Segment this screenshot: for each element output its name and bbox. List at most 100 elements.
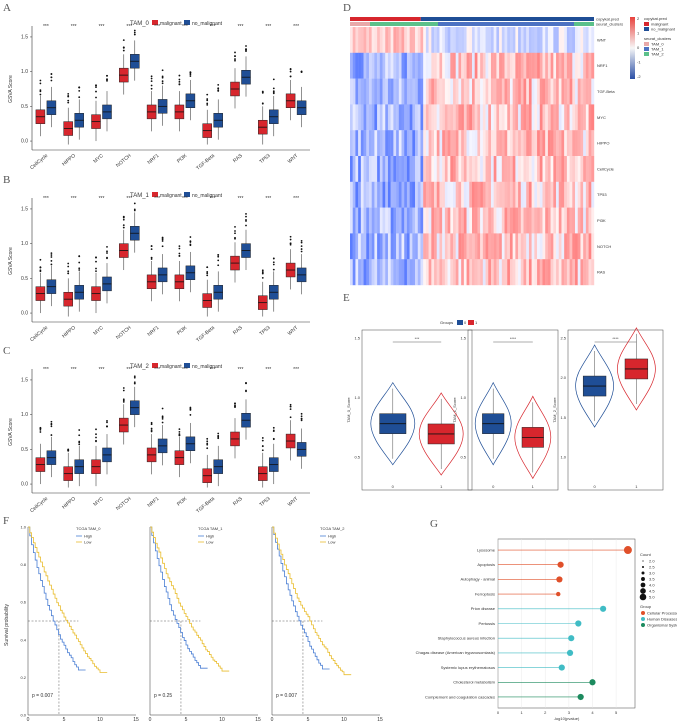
- x-tick-label: 0: [149, 717, 152, 723]
- heatmap-cell: [461, 52, 465, 79]
- x-tick-label: HIPPO: [61, 325, 77, 340]
- heatmap-cell: [512, 27, 516, 53]
- signif-label: ****: [612, 336, 619, 341]
- heatmap-cell: [575, 181, 578, 208]
- heatmap-cell: [417, 52, 421, 79]
- heatmap-cell: [366, 181, 370, 208]
- heatmap-cell: [404, 156, 408, 182]
- outlier-point: [272, 257, 275, 260]
- heatmap-cell: [564, 130, 568, 157]
- outlier-point: [189, 407, 192, 410]
- heatmap-cell: [447, 78, 451, 105]
- outlier-point: [206, 99, 209, 102]
- heatmap-cell: [583, 130, 587, 157]
- heatmap-cell: [447, 259, 451, 286]
- heatmap-cell: [558, 130, 562, 157]
- heatmap-cell: [545, 78, 549, 105]
- heatmap-cell: [385, 181, 389, 208]
- heatmap-cell: [523, 104, 527, 131]
- outlier-point: [206, 103, 209, 106]
- heatmap-cell: [485, 233, 489, 260]
- outlier-point: [289, 235, 292, 238]
- heatmap-cell: [444, 104, 448, 131]
- heatmap-cell: [466, 207, 470, 234]
- outlier-point: [122, 387, 125, 389]
- heatmap-cell: [485, 156, 489, 182]
- heatmap-cell: [580, 233, 584, 260]
- p-value: p = 0.007: [276, 693, 297, 699]
- heatmap-cell: [528, 27, 532, 53]
- heatmap-cell: [534, 130, 538, 157]
- y-tick-label: 1.5: [21, 206, 28, 212]
- heatmap-cell: [488, 130, 492, 157]
- heatmap-cell: [488, 181, 492, 208]
- heatmap-cell: [436, 233, 440, 260]
- heatmap-cell: [368, 27, 372, 53]
- outlier-point: [206, 274, 209, 277]
- heatmap-cell: [436, 78, 440, 105]
- heatmap-cell: [490, 181, 494, 208]
- outlier-point: [161, 416, 164, 419]
- heatmap-cell: [545, 130, 549, 157]
- heatmap-cell: [499, 27, 503, 53]
- heatmap-cell: [417, 78, 421, 105]
- outlier-point: [245, 213, 247, 215]
- heatmap-cell: [423, 259, 427, 286]
- heatmap-cell: [458, 52, 462, 79]
- outlier-point: [150, 248, 153, 251]
- heatmap-cell: [412, 259, 416, 286]
- y-axis-label: GSVA Score: [8, 75, 14, 103]
- heatmap-cell: [545, 181, 549, 208]
- heatmap-row-label: RAS: [597, 270, 606, 275]
- heatmap-cell: [363, 78, 367, 105]
- heatmap-cell: [556, 104, 559, 131]
- heatmap-cell: [499, 130, 503, 157]
- heatmap-cell: [409, 27, 413, 53]
- heatmap-cell: [358, 259, 362, 286]
- x-tick-label: 5: [307, 717, 310, 723]
- outlier-point: [206, 442, 209, 445]
- outlier-point: [67, 270, 70, 273]
- heatmap-cell: [591, 156, 595, 182]
- outlier-point: [245, 224, 247, 227]
- legend-swatch-malignant: [152, 192, 158, 197]
- count-legend-label: 4.5: [649, 588, 655, 593]
- heatmap-cell: [512, 104, 516, 131]
- heatmap-cell: [377, 52, 381, 79]
- heatmap-cell: [515, 233, 519, 260]
- outlier-point: [217, 437, 220, 440]
- heatmap-cell: [455, 27, 459, 53]
- x-tick-label: WNT: [287, 325, 300, 337]
- heatmap-cell: [355, 259, 359, 286]
- signif-label: ***: [238, 196, 244, 202]
- heatmap-cell: [583, 259, 587, 286]
- x-tick-label: MYC: [92, 325, 105, 337]
- heatmap-cell: [518, 78, 521, 105]
- heatmap-cell: [501, 233, 505, 260]
- legend-swatch-1: [468, 320, 474, 325]
- heatmap-cell: [520, 156, 524, 182]
- heatmap-cell: [463, 27, 467, 53]
- heatmap-cell: [583, 233, 587, 260]
- heatmap-cell: [493, 181, 497, 208]
- heatmap-cell: [379, 156, 383, 182]
- heatmap-cell: [539, 259, 543, 286]
- y-tick-label: 1.0: [21, 69, 28, 75]
- heatmap-cell: [469, 27, 473, 53]
- outlier-point: [289, 68, 292, 71]
- y-axis-label: Survival probability: [4, 604, 10, 646]
- outlier-point: [178, 245, 181, 248]
- outlier-point: [272, 87, 275, 90]
- heatmap-cell: [368, 181, 372, 208]
- annot-cluster-tam0: [350, 22, 370, 26]
- heatmap-cell: [515, 104, 519, 131]
- panel-letter-g: G: [430, 518, 438, 530]
- x-tick-label: TP53: [259, 153, 272, 165]
- heatmap-row-label: HIPPO: [597, 141, 609, 146]
- heatmap-cell: [499, 181, 503, 208]
- heatmap-cell: [496, 156, 500, 182]
- y-tick-label: 0.5: [21, 276, 28, 282]
- y-tick-label: 0.6: [20, 600, 26, 605]
- heatmap-cell: [458, 259, 462, 286]
- outlier-point: [206, 270, 209, 273]
